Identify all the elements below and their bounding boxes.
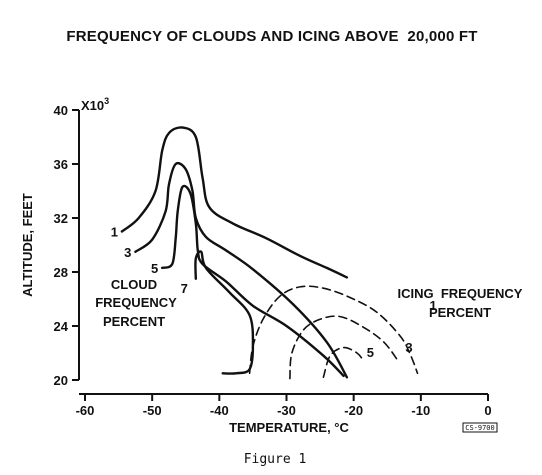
x-axis-title: TEMPERATURE, °C: [229, 420, 349, 435]
y-tick-label: 20: [54, 373, 68, 388]
x-tick-label: -60: [76, 403, 95, 418]
icing-series-label-3: 3: [405, 340, 412, 355]
code-box: [462, 422, 498, 433]
y-tick-label: 24: [54, 319, 69, 334]
y-multiplier-base: X10: [81, 98, 104, 113]
y-tick-label: 28: [54, 265, 68, 280]
y-ticks: 20 24 28 32 36 40: [54, 103, 79, 388]
x-tick-label: -10: [411, 403, 430, 418]
x-tick-label: 0: [484, 403, 491, 418]
cloud-series-label-1: 1: [111, 225, 118, 240]
y-axis-title: ALTITUDE, FEET: [20, 193, 35, 297]
x-tick-label: -30: [277, 403, 296, 418]
icing-series-label-1: 1: [429, 298, 436, 313]
series-lines: [120, 126, 419, 380]
cloud-frequency-3-line: [134, 161, 349, 379]
cloud-series-label-5: 5: [151, 261, 158, 276]
icing-label-line-1: ICING FREQUENCY: [398, 286, 523, 301]
cloud-frequency-5-line: [161, 184, 345, 378]
x-tick-label: -40: [210, 403, 229, 418]
cloud-label-line-2: FREQUENCY: [95, 295, 177, 310]
y-tick-label: 40: [54, 103, 68, 118]
figure-caption: Figure 1: [244, 452, 307, 467]
cloud-series-label-7: 7: [181, 281, 188, 296]
x-ticks: -60 -50 -40 -30 -20 -10 0: [76, 394, 492, 418]
icing-label-line-2: PERCENT: [429, 305, 491, 320]
code-label: CS-9700: [465, 424, 495, 432]
cloud-label-line-3: PERCENT: [103, 314, 165, 329]
axes: [78, 110, 488, 395]
y-multiplier-exp: 3: [104, 96, 109, 106]
x-tick-label: -20: [344, 403, 363, 418]
icing-frequency-3-line: [289, 315, 399, 380]
y-multiplier-label: X103: [81, 96, 109, 113]
cloud-series-label-3: 3: [124, 245, 131, 260]
cloud-frequency-7-line: [194, 250, 255, 375]
chart-title: FREQUENCY OF CLOUDS AND ICING ABOVE 20,0…: [66, 28, 477, 45]
cloud-frequency-1-line: [120, 126, 349, 279]
y-tick-label: 32: [54, 211, 68, 226]
cloud-label-line-1: CLOUD: [111, 277, 157, 292]
x-tick-label: -50: [143, 403, 162, 418]
icing-frequency-5-line: [322, 346, 365, 379]
y-tick-label: 36: [54, 157, 68, 172]
icing-frequency-1-line: [248, 285, 419, 375]
icing-series-label-5: 5: [367, 345, 374, 360]
